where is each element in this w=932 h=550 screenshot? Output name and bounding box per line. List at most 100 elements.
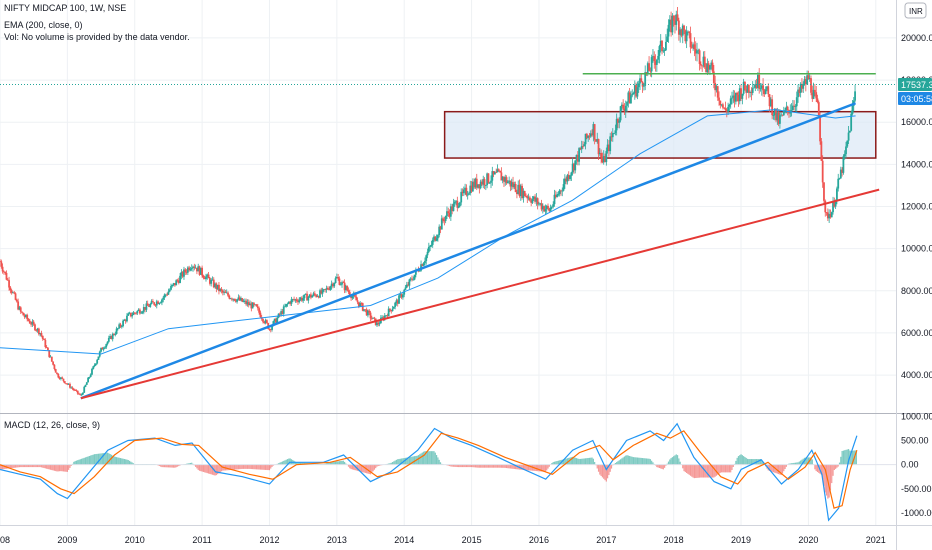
macd-histogram-bar [345, 463, 347, 465]
candle-body [523, 191, 526, 197]
macd-histogram-bar [490, 464, 492, 468]
candle-body [576, 154, 579, 162]
macd-histogram-bar [785, 464, 787, 467]
candle-body [27, 319, 30, 321]
currency-button[interactable]: INR [904, 2, 927, 19]
macd-histogram-bar [509, 464, 512, 469]
candle-body [350, 295, 352, 299]
chart-title[interactable]: NIFTY MIDCAP 100, 1W, NSE [4, 3, 127, 13]
macd-histogram-bar [583, 458, 585, 465]
candle-body [659, 40, 662, 47]
supply-zone-box[interactable] [443, 110, 877, 159]
candle-body [57, 373, 60, 378]
candle-body [469, 185, 472, 194]
candle-body [531, 199, 534, 203]
candle-body [462, 189, 465, 194]
candle-body [398, 295, 400, 304]
macd-histogram-bar [525, 464, 527, 471]
candle-body [471, 181, 474, 192]
macd-histogram-bar [709, 464, 711, 478]
time-axis[interactable]: 2008 2009 2010 2011 2012 2013 2014 2015 2016 2017… [0, 535, 886, 545]
candle-body [668, 19, 671, 25]
candle-body [175, 280, 178, 286]
macd-histogram-bar [689, 464, 692, 476]
candle-body [580, 146, 583, 150]
candle-body [725, 109, 728, 112]
candle-body [825, 212, 828, 214]
macd-histogram-bar [511, 464, 513, 469]
volume-legend[interactable]: Vol: No volume is provided by the data v… [4, 32, 190, 42]
macd-histogram-bar [759, 459, 762, 465]
macd-histogram-bar [840, 456, 842, 465]
candle-body [756, 74, 759, 89]
ema-legend[interactable]: EMA (200, close, 0) [4, 20, 83, 30]
candle-body [339, 284, 342, 286]
candle-body [214, 283, 216, 288]
macd-histogram-bar [268, 464, 271, 471]
macd-histogram-bar [158, 464, 160, 467]
macd-histogram-bar [52, 464, 54, 471]
currency-button-frame[interactable] [904, 2, 927, 19]
candle-body [65, 383, 67, 385]
macd-histogram-bar [822, 464, 824, 480]
candle-body [677, 20, 680, 35]
candle-body [271, 326, 273, 330]
candle-body [751, 88, 754, 93]
macd-histogram-bar [814, 464, 816, 470]
candle-body [548, 208, 551, 212]
macd-histogram-bar [425, 451, 427, 465]
macd-histogram-bar [65, 464, 67, 472]
macd-histogram-bar [239, 464, 241, 470]
candle-body [111, 333, 114, 340]
candle-body [848, 130, 851, 133]
candle-body [184, 269, 187, 273]
candle-body [162, 297, 165, 300]
candle-body [183, 269, 185, 277]
macd-histogram-bar [35, 464, 37, 468]
macd-histogram-bar [665, 464, 667, 466]
candle-body [370, 318, 373, 320]
candle-body [606, 144, 609, 152]
macd-histogram-bar [526, 464, 528, 471]
macd-legend[interactable]: MACD (12, 26, close, 9) [4, 420, 101, 430]
macd-histogram-bar [87, 456, 89, 465]
candle-body [56, 372, 58, 374]
time-tick-label: 2013 [327, 535, 347, 545]
candle-body [188, 267, 191, 271]
candle-body [326, 288, 329, 290]
candle-body [364, 309, 367, 311]
candle-body [785, 106, 788, 110]
candle-body [155, 301, 158, 306]
macd-histogram-bar [163, 464, 166, 468]
macd-axis[interactable]: 1000.00 500.00 0.00 -500.00 -1000.00 [901, 411, 932, 518]
macd-histogram-bar [608, 464, 610, 476]
macd-histogram-bar [61, 464, 63, 472]
macd-histogram-bar [294, 461, 296, 465]
macd-histogram-bar [573, 457, 575, 465]
candle-body [320, 290, 323, 294]
macd-histogram-bar [363, 464, 365, 473]
candle-body [477, 184, 479, 188]
candle-body [75, 390, 78, 391]
candle-body [588, 135, 591, 137]
macd-histogram-bar [17, 464, 19, 468]
macd-histogram-bar [687, 464, 689, 474]
macd-histogram-bar [123, 458, 125, 465]
macd-histogram-bar [499, 464, 501, 468]
candle-body [775, 108, 777, 121]
macd-histogram-bar [57, 464, 59, 472]
macd-histogram-bar [544, 464, 547, 472]
candle-body [532, 196, 535, 200]
macd-histogram-bar [815, 464, 817, 472]
candle-body [127, 313, 130, 316]
macd-histogram-bar [691, 464, 693, 477]
candle-body [808, 78, 811, 80]
blue-trendline[interactable] [80, 102, 857, 400]
red-trendline[interactable] [80, 188, 880, 400]
macd-histogram-bar [833, 464, 835, 471]
macd-histogram-bar [838, 462, 841, 465]
candle-body [259, 312, 262, 318]
candle-body [250, 303, 253, 309]
macd-histogram-bar [597, 464, 600, 472]
